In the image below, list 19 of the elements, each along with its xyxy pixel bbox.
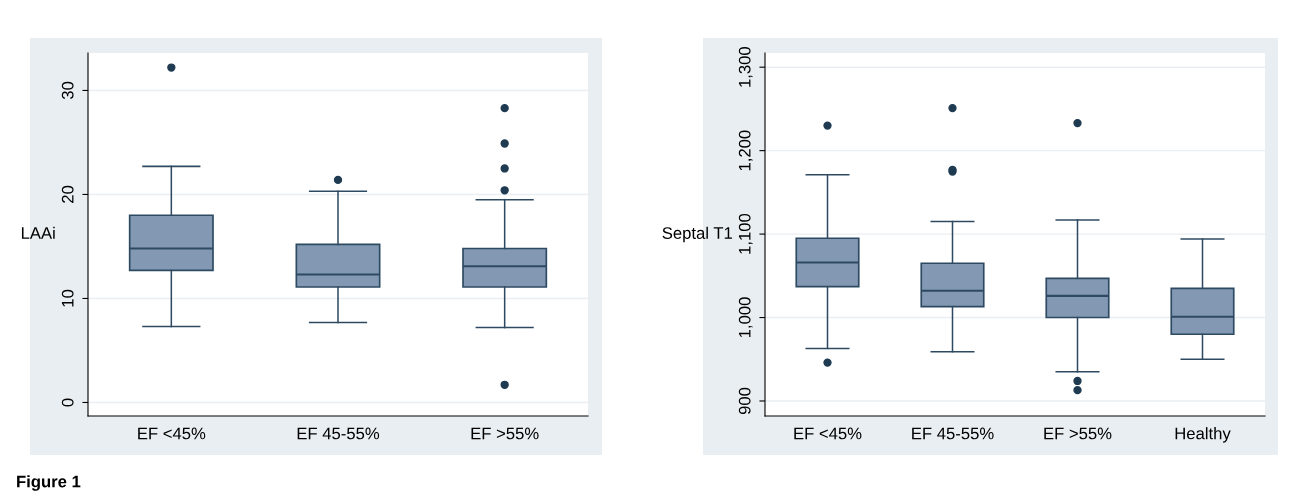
y-tick-label: 20 <box>61 185 74 203</box>
caption: Figure 1 <box>17 475 81 491</box>
y-tick-label: 0 <box>61 398 74 407</box>
x-tick-label: EF >55% <box>1044 427 1112 440</box>
y-tick-label: 1,300 <box>738 46 753 87</box>
y-axis-title: Septal T1 <box>662 226 732 243</box>
x-tick-label: EF <45% <box>138 427 206 440</box>
x-tick-label: EF >55% <box>471 427 539 440</box>
x-tick-label: Healthy <box>1175 427 1231 443</box>
y-axis-title: LAAi <box>21 226 55 239</box>
x-tick-label: EF <45% <box>794 427 862 440</box>
y-tick-label: 1,100 <box>738 213 753 254</box>
y-tick-label: 1,000 <box>738 297 753 338</box>
y-tick-label: 30 <box>61 81 74 100</box>
y-tick-label: 1,200 <box>738 130 753 171</box>
x-tick-label: EF 45-55% <box>297 427 380 440</box>
y-tick-label: 10 <box>61 289 74 307</box>
x-tick-label: EF 45-55% <box>912 427 994 440</box>
y-tick-label: 900 <box>738 387 751 415</box>
